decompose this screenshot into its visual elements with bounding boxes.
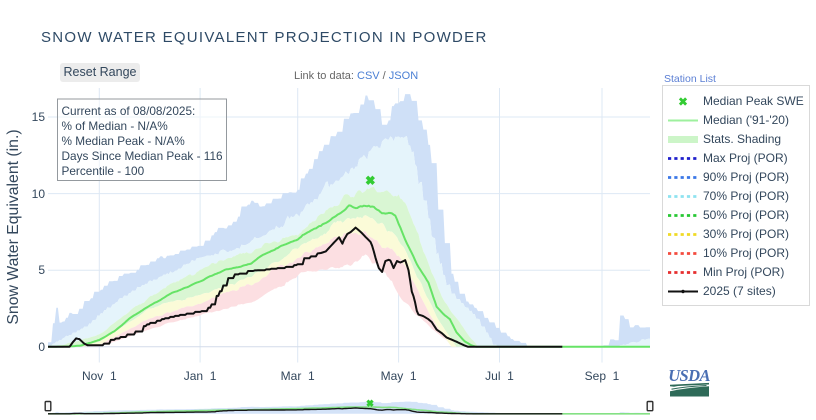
svg-text:USDA: USDA	[668, 366, 710, 385]
